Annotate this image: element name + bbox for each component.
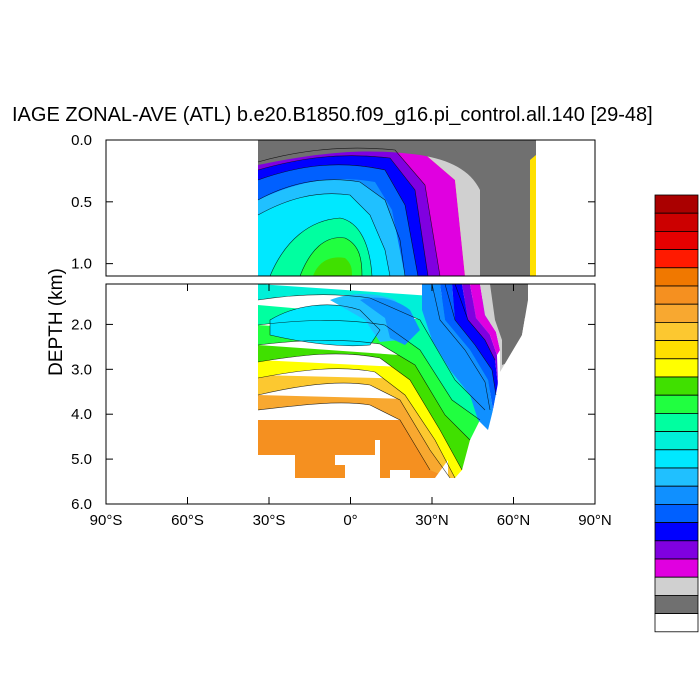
- colorbar-swatch: [654, 212, 699, 232]
- colorbar-swatch: [654, 576, 699, 596]
- colorbar-swatch: [654, 394, 699, 414]
- x-tick-label: 0°: [343, 512, 357, 529]
- colorbar-swatch: [654, 285, 699, 305]
- colorbar-swatch: [654, 358, 699, 378]
- colorbar-swatch: [654, 431, 699, 451]
- y-tick-label: 6.0: [71, 496, 92, 513]
- y-tick-label: 2.0: [71, 316, 92, 333]
- y-tick-label: 3.0: [71, 361, 92, 378]
- lower-field: [257, 284, 595, 504]
- colorbar-swatch: [654, 321, 699, 341]
- x-tick-label: 30°S: [253, 512, 286, 529]
- colorbar-swatch: [654, 230, 699, 250]
- y-tick-label: 0.5: [71, 194, 92, 211]
- colorbar-swatch: [654, 194, 699, 214]
- y-tick-label: 5.0: [71, 451, 92, 468]
- colorbar-swatch: [654, 503, 699, 523]
- colorbar-swatch: [654, 303, 699, 323]
- chart-title: IAGE ZONAL-AVE (ATL) b.e20.B1850.f09_g16…: [12, 104, 653, 126]
- x-tick-label: 30°N: [415, 512, 449, 529]
- colorbar-swatch: [654, 485, 699, 505]
- colorbar-swatch: [654, 595, 699, 615]
- upper-panel: [105, 139, 596, 277]
- colorbar-swatch: [654, 558, 699, 578]
- y-axis-label: DEPTH (km): [46, 268, 67, 376]
- x-tick-label: 90°N: [578, 512, 612, 529]
- colorbar-swatch: [654, 376, 699, 396]
- colorbar-swatch: [654, 540, 699, 560]
- y-tick-label: 0.0: [71, 132, 92, 149]
- colorbar-swatch: [654, 267, 699, 287]
- colorbar-swatch: [654, 522, 699, 542]
- colorbar-swatch: [654, 340, 699, 360]
- colorbar-swatch: [654, 467, 699, 487]
- colorbar: [654, 194, 699, 633]
- lower-panel: [105, 283, 596, 505]
- x-tick-label: 60°S: [171, 512, 204, 529]
- colorbar-swatch: [654, 449, 699, 469]
- x-tick-label: 60°N: [497, 512, 531, 529]
- colorbar-swatch: [654, 412, 699, 432]
- upper-field: [257, 140, 536, 276]
- colorbar-swatch: [654, 249, 699, 269]
- colorbar-swatch: [654, 613, 699, 633]
- y-tick-label: 1.0: [71, 256, 92, 273]
- x-tick-label: 90°S: [90, 512, 123, 529]
- y-tick-label: 4.0: [71, 406, 92, 423]
- axes: 90°S 60°S 30°S 0° 30°N 60°N 90°N 0.0 0.5 1.0 2.0 3.…: [71, 132, 612, 529]
